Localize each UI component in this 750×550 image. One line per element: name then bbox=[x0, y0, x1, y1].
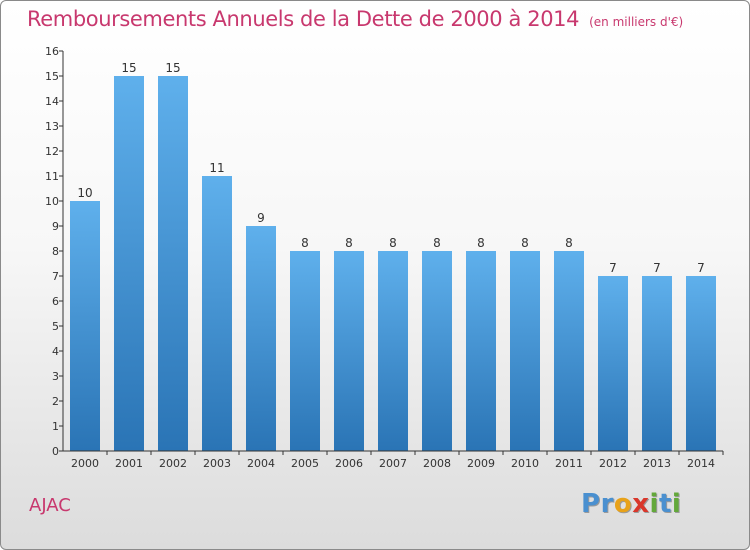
data-label-2014: 7 bbox=[697, 261, 705, 275]
y-tick-label: 8 bbox=[52, 245, 59, 258]
bar-2001 bbox=[114, 76, 144, 451]
y-tick-label: 14 bbox=[45, 95, 59, 108]
bar-2006 bbox=[334, 251, 364, 451]
logo-letter: t bbox=[658, 489, 672, 519]
logo-letter: r bbox=[600, 489, 614, 519]
data-label-2002: 15 bbox=[165, 61, 180, 75]
x-tick-label-2000: 2000 bbox=[71, 457, 99, 470]
x-tick-label-2003: 2003 bbox=[203, 457, 231, 470]
x-tick-label-2004: 2004 bbox=[247, 457, 275, 470]
data-label-2011: 8 bbox=[565, 236, 573, 250]
x-tick-label-2006: 2006 bbox=[335, 457, 363, 470]
labels-layer: 2000 10 2001 15 2002 15 2003 11 2004 9 2005 8 2006 8 2… bbox=[71, 61, 715, 470]
y-tick-label: 3 bbox=[52, 370, 59, 383]
bar-2002 bbox=[158, 76, 188, 451]
data-label-2012: 7 bbox=[609, 261, 617, 275]
x-tick-label-2014: 2014 bbox=[687, 457, 715, 470]
logo-letter: i bbox=[649, 489, 659, 519]
chart-title-text: Remboursements Annuels de la Dette de 20… bbox=[27, 7, 580, 31]
y-tick-label: 10 bbox=[45, 195, 59, 208]
y-tick-label: 7 bbox=[52, 270, 59, 283]
logo-letter: x bbox=[632, 489, 650, 519]
data-label-2010: 8 bbox=[521, 236, 529, 250]
y-tick-label: 1 bbox=[52, 420, 59, 433]
data-label-2001: 15 bbox=[121, 61, 136, 75]
bar-2013 bbox=[642, 276, 672, 451]
bar-2007 bbox=[378, 251, 408, 451]
bar-2003 bbox=[202, 176, 232, 451]
data-label-2007: 8 bbox=[389, 236, 397, 250]
y-tick-label: 11 bbox=[45, 170, 59, 183]
bar-2011 bbox=[554, 251, 584, 451]
data-label-2003: 11 bbox=[209, 161, 224, 175]
y-tick-label: 15 bbox=[45, 70, 59, 83]
y-tick-label: 2 bbox=[52, 395, 59, 408]
x-tick-label-2012: 2012 bbox=[599, 457, 627, 470]
data-label-2004: 9 bbox=[257, 211, 265, 225]
x-tick-label-2007: 2007 bbox=[379, 457, 407, 470]
bar-2010 bbox=[510, 251, 540, 451]
x-tick-label-2013: 2013 bbox=[643, 457, 671, 470]
x-tick-label-2011: 2011 bbox=[555, 457, 583, 470]
data-label-2005: 8 bbox=[301, 236, 309, 250]
y-tick-label: 0 bbox=[52, 445, 59, 458]
data-label-2008: 8 bbox=[433, 236, 441, 250]
data-label-2013: 7 bbox=[653, 261, 661, 275]
bar-2005 bbox=[290, 251, 320, 451]
y-tick-label: 16 bbox=[45, 45, 59, 58]
logo-letter: i bbox=[671, 489, 682, 519]
bar-2008 bbox=[422, 251, 452, 451]
x-tick-label-2001: 2001 bbox=[115, 457, 143, 470]
data-label-2006: 8 bbox=[345, 236, 353, 250]
x-tick-label-2009: 2009 bbox=[467, 457, 495, 470]
y-tick-label: 4 bbox=[52, 345, 59, 358]
logo-letter: o bbox=[613, 489, 633, 519]
bar-2014 bbox=[686, 276, 716, 451]
y-tick-label: 5 bbox=[52, 320, 59, 333]
bar-2012 bbox=[598, 276, 628, 451]
proxiti-logo: Proxiti bbox=[581, 489, 681, 519]
x-tick-label-2005: 2005 bbox=[291, 457, 319, 470]
data-label-2000: 10 bbox=[77, 186, 92, 200]
x-tick-label-2008: 2008 bbox=[423, 457, 451, 470]
commune-name: AJAC bbox=[29, 495, 71, 516]
data-label-2009: 8 bbox=[477, 236, 485, 250]
bars-layer bbox=[70, 76, 716, 451]
bar-2009 bbox=[466, 251, 496, 451]
y-tick-label: 13 bbox=[45, 120, 59, 133]
x-tick-label-2010: 2010 bbox=[511, 457, 539, 470]
unit-note: (en milliers d'€) bbox=[589, 15, 684, 29]
y-tick-label: 12 bbox=[45, 145, 59, 158]
logo-letter: P bbox=[581, 489, 601, 519]
y-tick-label: 6 bbox=[52, 295, 59, 308]
y-tick-label: 9 bbox=[52, 220, 59, 233]
bar-2004 bbox=[246, 226, 276, 451]
x-tick-label-2002: 2002 bbox=[159, 457, 187, 470]
chart-title: Remboursements Annuels de la Dette de 20… bbox=[27, 7, 683, 31]
bar-2000 bbox=[70, 201, 100, 451]
